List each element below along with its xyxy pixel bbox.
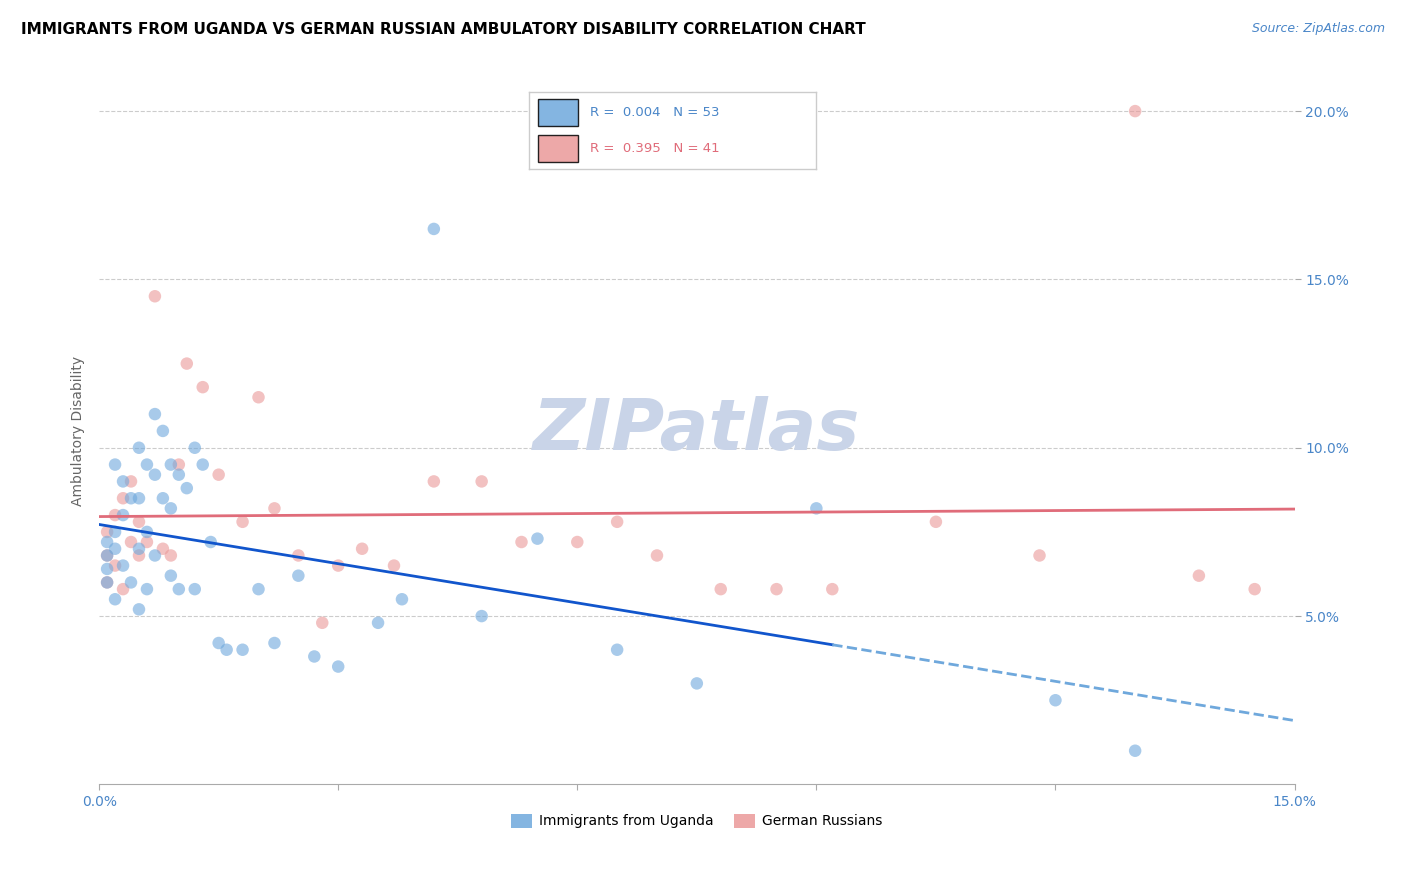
- Text: Source: ZipAtlas.com: Source: ZipAtlas.com: [1251, 22, 1385, 36]
- Point: [112, 508, 135, 522]
- Point: [191, 380, 214, 394]
- Point: [120, 491, 142, 506]
- Point: [104, 592, 127, 607]
- Point: [304, 649, 326, 664]
- Point: [136, 524, 159, 539]
- Point: [167, 582, 190, 596]
- Point: [96, 549, 118, 563]
- Point: [1123, 744, 1146, 758]
- Point: [128, 441, 150, 455]
- Point: [1188, 568, 1211, 582]
- Point: [391, 592, 413, 607]
- Point: [423, 222, 446, 236]
- Point: [606, 515, 628, 529]
- Point: [247, 390, 270, 404]
- Point: [263, 501, 285, 516]
- Point: [112, 582, 135, 596]
- Point: [328, 558, 350, 573]
- Point: [510, 535, 533, 549]
- Point: [215, 642, 238, 657]
- Point: [96, 549, 118, 563]
- Point: [143, 407, 166, 421]
- Point: [232, 642, 254, 657]
- Point: [143, 289, 166, 303]
- Point: [1243, 582, 1265, 596]
- Point: [367, 615, 389, 630]
- Point: [136, 535, 159, 549]
- Point: [471, 609, 494, 624]
- Point: [382, 558, 405, 573]
- Point: [120, 535, 142, 549]
- Point: [167, 458, 190, 472]
- Point: [167, 467, 190, 482]
- Point: [128, 602, 150, 616]
- Point: [128, 549, 150, 563]
- Point: [328, 659, 350, 673]
- Point: [645, 549, 668, 563]
- Point: [96, 575, 118, 590]
- Point: [710, 582, 733, 596]
- Point: [136, 582, 159, 596]
- Legend: Immigrants from Uganda, German Russians: Immigrants from Uganda, German Russians: [506, 808, 889, 834]
- Point: [128, 515, 150, 529]
- Point: [806, 501, 828, 516]
- Point: [96, 562, 118, 576]
- Point: [104, 558, 127, 573]
- Point: [191, 458, 214, 472]
- Point: [104, 508, 127, 522]
- Point: [287, 549, 309, 563]
- Point: [143, 549, 166, 563]
- Point: [352, 541, 374, 556]
- Point: [821, 582, 844, 596]
- Point: [104, 524, 127, 539]
- Point: [160, 501, 183, 516]
- Point: [104, 541, 127, 556]
- Point: [184, 441, 207, 455]
- Point: [232, 515, 254, 529]
- Text: ZIPatlas: ZIPatlas: [533, 396, 860, 466]
- Point: [152, 491, 174, 506]
- Point: [1045, 693, 1067, 707]
- Point: [471, 475, 494, 489]
- Point: [287, 568, 309, 582]
- Point: [686, 676, 709, 690]
- Y-axis label: Ambulatory Disability: Ambulatory Disability: [72, 356, 86, 506]
- Point: [208, 636, 231, 650]
- Point: [112, 491, 135, 506]
- Point: [96, 535, 118, 549]
- Point: [200, 535, 222, 549]
- Point: [247, 582, 270, 596]
- Point: [765, 582, 787, 596]
- Point: [120, 475, 142, 489]
- Text: IMMIGRANTS FROM UGANDA VS GERMAN RUSSIAN AMBULATORY DISABILITY CORRELATION CHART: IMMIGRANTS FROM UGANDA VS GERMAN RUSSIAN…: [21, 22, 866, 37]
- Point: [152, 424, 174, 438]
- Point: [136, 458, 159, 472]
- Point: [96, 575, 118, 590]
- Point: [176, 481, 198, 495]
- Point: [311, 615, 333, 630]
- Point: [112, 558, 135, 573]
- Point: [96, 524, 118, 539]
- Point: [925, 515, 948, 529]
- Point: [526, 532, 548, 546]
- Point: [606, 642, 628, 657]
- Point: [1028, 549, 1050, 563]
- Point: [152, 541, 174, 556]
- Point: [120, 575, 142, 590]
- Point: [184, 582, 207, 596]
- Point: [160, 549, 183, 563]
- Point: [104, 458, 127, 472]
- Point: [160, 568, 183, 582]
- Point: [128, 491, 150, 506]
- Point: [423, 475, 446, 489]
- Point: [1123, 104, 1146, 119]
- Point: [176, 357, 198, 371]
- Point: [143, 467, 166, 482]
- Point: [128, 541, 150, 556]
- Point: [567, 535, 589, 549]
- Point: [208, 467, 231, 482]
- Point: [112, 475, 135, 489]
- Point: [263, 636, 285, 650]
- Point: [160, 458, 183, 472]
